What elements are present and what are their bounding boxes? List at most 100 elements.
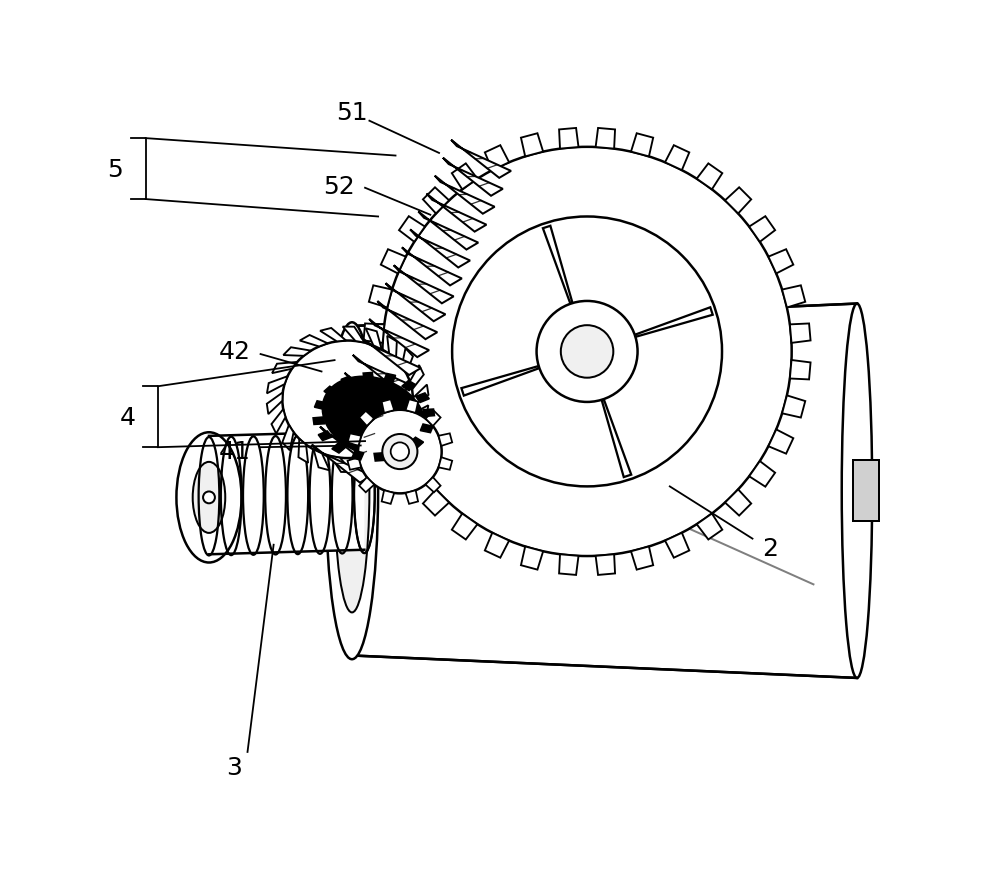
Polygon shape [359,478,374,493]
Polygon shape [364,324,384,343]
Polygon shape [427,194,486,233]
Ellipse shape [282,342,413,458]
Polygon shape [393,448,406,457]
Polygon shape [559,129,578,149]
Polygon shape [384,374,396,384]
Polygon shape [452,514,477,540]
Polygon shape [410,438,424,448]
Circle shape [391,443,409,461]
Ellipse shape [335,370,369,613]
Polygon shape [369,320,429,357]
Polygon shape [602,399,631,478]
Polygon shape [420,424,433,433]
Polygon shape [452,164,477,191]
Polygon shape [314,450,330,471]
Polygon shape [382,399,394,414]
Ellipse shape [842,304,872,678]
Polygon shape [596,129,615,149]
Circle shape [382,435,417,470]
Polygon shape [366,329,382,349]
Polygon shape [313,417,324,425]
Polygon shape [300,335,328,347]
Polygon shape [272,363,297,374]
Polygon shape [386,284,445,322]
Polygon shape [320,328,346,342]
Polygon shape [282,426,294,450]
Polygon shape [410,365,424,390]
Circle shape [382,148,792,557]
Polygon shape [343,327,365,343]
Polygon shape [298,439,308,464]
Polygon shape [596,555,615,575]
Polygon shape [312,445,372,483]
Polygon shape [348,457,361,471]
Polygon shape [399,462,425,487]
Polygon shape [631,134,653,157]
Ellipse shape [193,463,225,533]
Polygon shape [416,393,429,403]
Polygon shape [521,134,543,157]
Text: 51: 51 [336,101,368,125]
Polygon shape [369,286,392,308]
Polygon shape [521,547,543,570]
Polygon shape [387,336,397,360]
Polygon shape [697,514,722,540]
Polygon shape [749,217,775,242]
Polygon shape [439,434,452,446]
Polygon shape [318,431,332,441]
Polygon shape [410,230,470,268]
Circle shape [203,492,215,504]
Polygon shape [559,555,578,575]
Polygon shape [402,381,416,392]
Text: 2: 2 [762,536,778,560]
Polygon shape [271,410,285,434]
Ellipse shape [176,433,242,563]
Polygon shape [341,377,354,386]
Polygon shape [425,412,441,427]
Polygon shape [543,227,573,305]
Ellipse shape [326,323,378,659]
Polygon shape [485,533,509,558]
Polygon shape [418,212,478,250]
Polygon shape [853,461,879,522]
Polygon shape [369,396,392,418]
Polygon shape [314,401,327,410]
Polygon shape [399,217,425,242]
Polygon shape [384,443,412,452]
Polygon shape [782,286,805,308]
Ellipse shape [323,377,425,457]
Text: 4: 4 [119,406,135,429]
Polygon shape [451,140,511,178]
Polygon shape [443,159,503,197]
Circle shape [561,326,613,378]
Polygon shape [394,266,454,304]
Polygon shape [328,409,388,447]
Circle shape [537,301,638,402]
Polygon shape [364,361,384,380]
Polygon shape [209,432,364,555]
Polygon shape [353,356,413,393]
Polygon shape [320,427,380,465]
Polygon shape [374,453,384,462]
Polygon shape [267,392,283,414]
Polygon shape [782,396,805,418]
Polygon shape [790,361,811,380]
Polygon shape [412,385,428,407]
Polygon shape [382,491,394,504]
Polygon shape [361,337,421,376]
Polygon shape [352,304,857,678]
Polygon shape [425,478,441,493]
Polygon shape [324,386,338,397]
Polygon shape [349,457,375,471]
Polygon shape [635,308,713,337]
Text: 52: 52 [323,175,355,198]
Polygon shape [697,164,722,191]
Text: 42: 42 [218,340,250,364]
Polygon shape [749,462,775,487]
Polygon shape [790,324,811,343]
Polygon shape [363,373,373,381]
Polygon shape [406,491,418,504]
Polygon shape [368,453,395,464]
Polygon shape [439,457,452,471]
Polygon shape [398,426,423,437]
